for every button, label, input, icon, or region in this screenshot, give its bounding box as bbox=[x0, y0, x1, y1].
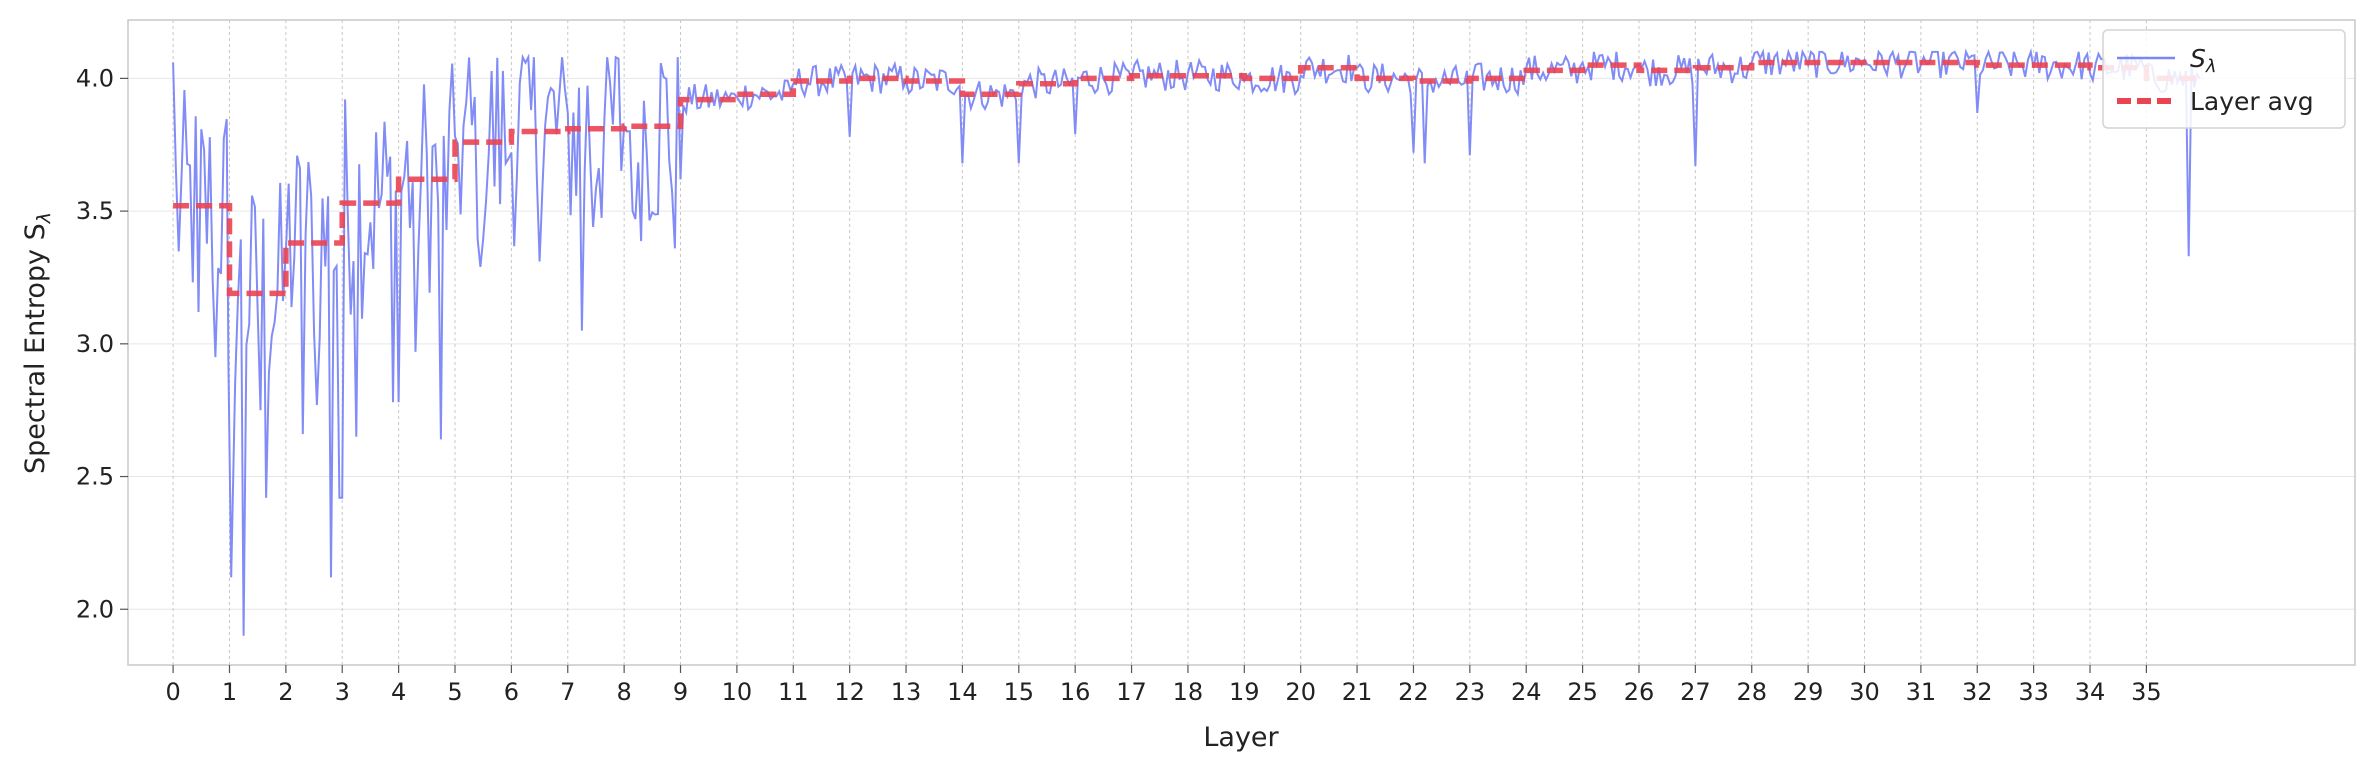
legend-label-layer-avg: Layer avg bbox=[2190, 87, 2314, 116]
layer-average-line bbox=[173, 59, 2203, 297]
x-tick-label: 6 bbox=[504, 678, 519, 706]
x-tick-label: 5 bbox=[447, 678, 462, 706]
y-axis-label: Spectral Entropy Sλ bbox=[20, 212, 55, 474]
x-tick-label: 10 bbox=[722, 678, 753, 706]
x-tick-label: 23 bbox=[1455, 678, 1486, 706]
x-tick-label: 24 bbox=[1511, 678, 1542, 706]
x-tick-label: 27 bbox=[1680, 678, 1711, 706]
x-tick-label: 9 bbox=[673, 678, 688, 706]
x-tick-label: 16 bbox=[1060, 678, 1091, 706]
x-tick-label: 12 bbox=[834, 678, 865, 706]
y-tick-label: 3.0 bbox=[76, 330, 114, 358]
x-tick-label: 31 bbox=[1906, 678, 1937, 706]
x-tick-label: 20 bbox=[1285, 678, 1316, 706]
x-tick-label: 34 bbox=[2075, 678, 2106, 706]
x-tick-label: 15 bbox=[1004, 678, 1035, 706]
gridlines bbox=[128, 77, 2355, 610]
legend-series-name: S bbox=[2190, 44, 2206, 73]
x-tick-label: 3 bbox=[335, 678, 350, 706]
y-tick-label: 3.5 bbox=[76, 197, 114, 225]
x-tick-label: 2 bbox=[278, 678, 293, 706]
x-tick-label: 26 bbox=[1624, 678, 1655, 706]
x-tick-label: 1 bbox=[222, 678, 237, 706]
x-tick-label: 17 bbox=[1116, 678, 1147, 706]
x-tick-label: 28 bbox=[1736, 678, 1767, 706]
x-tick-label: 4 bbox=[391, 678, 406, 706]
x-tick-label: 13 bbox=[891, 678, 922, 706]
y-axis-ticks: 2.0 2.5 3.0 3.5 4.0 bbox=[76, 64, 128, 623]
x-axis-ticks: 0 1 2 3 4 5 6 7 8 9 10 11 12 13 14 15 16 17 18 19 20 21 22 23 24… bbox=[165, 665, 2162, 706]
y-tick-label: 2.0 bbox=[76, 595, 114, 623]
y-axis-label-subscript: λ bbox=[33, 212, 55, 224]
legend: Sλ Layer avg bbox=[2102, 29, 2346, 129]
x-tick-label: 7 bbox=[560, 678, 575, 706]
x-tick-label: 19 bbox=[1229, 678, 1260, 706]
x-tick-label: 14 bbox=[947, 678, 978, 706]
layer-average-series bbox=[173, 59, 2203, 297]
y-tick-label: 4.0 bbox=[76, 64, 114, 92]
x-axis-label: Layer bbox=[1203, 722, 1279, 753]
x-tick-label: 33 bbox=[2018, 678, 2049, 706]
x-tick-label: 25 bbox=[1567, 678, 1598, 706]
x-tick-label: 35 bbox=[2131, 678, 2162, 706]
x-tick-label: 18 bbox=[1173, 678, 1204, 706]
y-tick-label: 2.5 bbox=[76, 463, 114, 491]
x-tick-label: 32 bbox=[1962, 678, 1993, 706]
x-tick-label: 30 bbox=[1849, 678, 1880, 706]
x-tick-label: 8 bbox=[617, 678, 632, 706]
x-tick-label: 22 bbox=[1398, 678, 1429, 706]
x-tick-label: 21 bbox=[1342, 678, 1373, 706]
plot-frame bbox=[127, 19, 2356, 666]
x-tick-label: 11 bbox=[778, 678, 809, 706]
y-axis-label-text: Spectral Entropy S bbox=[20, 223, 51, 474]
legend-series-subscript: λ bbox=[2205, 56, 2217, 77]
x-tick-label: 29 bbox=[1793, 678, 1824, 706]
legend-label-series: Sλ bbox=[2190, 44, 2217, 77]
x-tick-label: 0 bbox=[165, 678, 180, 706]
